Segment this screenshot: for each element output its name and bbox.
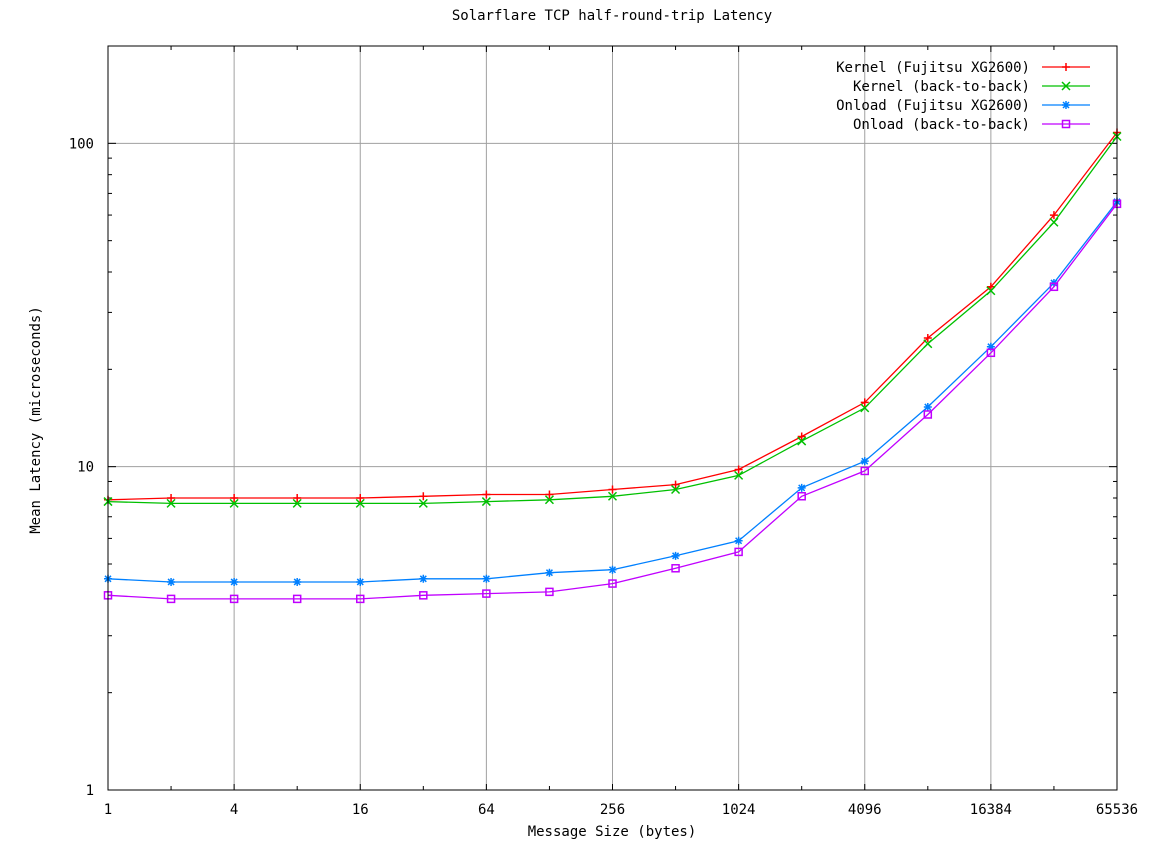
- grid-lines: [108, 46, 1117, 790]
- legend: Kernel (Fujitsu XG2600) Kernel (back-to-b…: [836, 60, 1090, 133]
- data-point: [418, 498, 428, 508]
- data-point: [923, 333, 932, 342]
- data-point: [986, 342, 995, 351]
- legend-label: Kernel (Fujitsu XG2600): [836, 60, 1030, 76]
- data-point: [356, 577, 365, 586]
- y-tick-label: 1: [86, 783, 94, 799]
- chart-title: Solarflare TCP half-round-trip Latency: [452, 8, 772, 24]
- x-tick-label: 16: [352, 802, 369, 818]
- data-point: [608, 565, 617, 574]
- data-point: [797, 492, 806, 501]
- data-point: [482, 574, 491, 583]
- x-tick-label: 256: [600, 802, 625, 818]
- data-point: [797, 432, 806, 441]
- x-tick-label: 4096: [848, 802, 882, 818]
- x-tick-label: 64: [478, 802, 495, 818]
- legend-marker: [1062, 101, 1070, 109]
- x-tick-label: 1024: [722, 802, 756, 818]
- data-point: [167, 577, 176, 586]
- data-point: [293, 494, 302, 503]
- axis-ticks: 1 4 16 64 256 1024 4096 16384 65536 1 10 100: [69, 45, 1138, 818]
- data-point: [797, 436, 807, 446]
- data-point: [481, 497, 491, 507]
- data-series: [103, 128, 1122, 604]
- data-point: [1049, 282, 1059, 292]
- data-point: [292, 498, 302, 508]
- data-point: [734, 470, 744, 480]
- data-point: [986, 348, 996, 358]
- data-point: [166, 594, 176, 604]
- data-point: [419, 591, 428, 600]
- x-tick-label: 16384: [970, 802, 1012, 818]
- data-point: [734, 536, 743, 545]
- legend-label: Onload (back-to-back): [853, 117, 1030, 133]
- legend-marker: [1061, 81, 1071, 91]
- series-line: [107, 203, 1118, 600]
- data-point: [482, 490, 491, 499]
- data-point: [355, 498, 365, 508]
- legend-marker: [1061, 119, 1071, 129]
- data-point: [230, 577, 239, 586]
- x-tick-label: 65536: [1096, 802, 1138, 818]
- data-point: [860, 466, 869, 476]
- data-point: [356, 494, 365, 503]
- data-point: [419, 574, 428, 583]
- data-point: [545, 490, 554, 499]
- data-point: [166, 498, 176, 508]
- data-point: [292, 594, 302, 604]
- data-point: [482, 589, 491, 598]
- data-point: [419, 492, 428, 501]
- data-point: [923, 339, 933, 349]
- data-point: [986, 282, 995, 291]
- data-point: [734, 547, 743, 557]
- data-point: [356, 594, 365, 604]
- data-point: [229, 498, 239, 508]
- legend-label: Kernel (back-to-back): [853, 79, 1030, 95]
- y-tick-label: 100: [69, 136, 94, 152]
- x-tick-label: 1: [104, 802, 112, 818]
- data-point: [608, 485, 617, 494]
- data-point: [797, 483, 806, 492]
- legend-marker: [1062, 63, 1070, 71]
- data-point: [230, 494, 239, 503]
- data-point: [923, 402, 932, 411]
- legend-item: Onload (back-to-back): [853, 117, 1090, 133]
- x-tick-label: 4: [230, 802, 238, 818]
- data-point: [545, 568, 554, 577]
- legend-item: Kernel (back-to-back): [853, 79, 1090, 95]
- data-point: [671, 480, 680, 489]
- y-tick-label: 10: [77, 460, 94, 476]
- data-point: [229, 594, 239, 604]
- legend-label: Onload (Fujitsu XG2600): [836, 98, 1030, 114]
- legend-item: Kernel (Fujitsu XG2600): [836, 60, 1090, 76]
- data-point: [544, 495, 554, 505]
- data-point: [1049, 217, 1059, 227]
- data-point: [860, 457, 869, 466]
- data-point: [545, 587, 554, 597]
- data-point: [671, 564, 680, 573]
- legend-item: Onload (Fujitsu XG2600): [836, 98, 1090, 114]
- data-point: [1049, 211, 1058, 220]
- x-axis-label: Message Size (bytes): [528, 824, 697, 840]
- plot-frame: [107, 45, 1118, 791]
- y-axis-label: Mean Latency (microseconds): [28, 306, 44, 534]
- data-point: [923, 410, 933, 419]
- series-4: [103, 199, 1122, 604]
- data-point: [167, 494, 176, 503]
- data-point: [293, 577, 302, 586]
- data-point: [671, 484, 681, 495]
- data-point: [608, 579, 617, 588]
- data-point: [671, 551, 680, 560]
- data-point: [986, 286, 996, 296]
- data-point: [734, 465, 743, 474]
- data-point: [607, 491, 618, 501]
- data-point: [860, 398, 869, 407]
- data-point: [860, 403, 870, 413]
